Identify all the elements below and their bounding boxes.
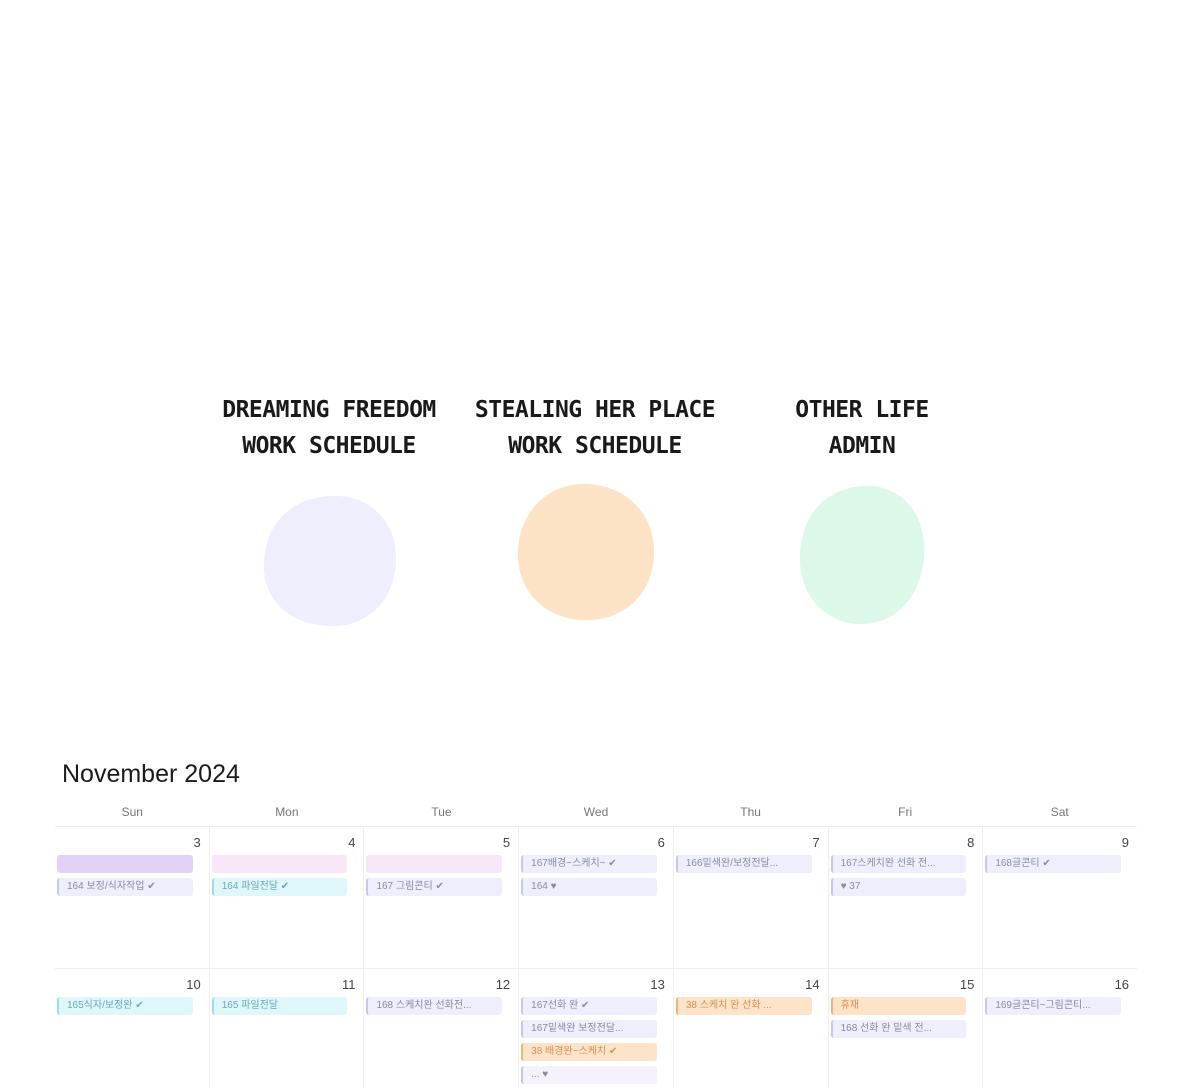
event-list: 166밑색완/보정전달...	[675, 855, 812, 878]
calendar-event[interactable]: 38 배경완~스케치 ✔	[521, 1043, 657, 1061]
legend-swatch-peach	[517, 483, 655, 621]
event-list: 164 보정/식자작업 ✔	[57, 855, 193, 901]
calendar-day-cell[interactable]: 3 164 보정/식자작업 ✔	[55, 826, 210, 968]
weekday-header: Tue	[431, 805, 452, 819]
legend-title-dreaming-freedom: DREAMING FREEDOM WORK SCHEDULE	[210, 392, 448, 464]
legend-line1: STEALING HER PLACE	[474, 397, 716, 423]
legend-line2: ADMIN	[828, 433, 896, 459]
weekday-header-row: Sun Mon Tue Wed Thu Fri Sat	[55, 798, 1137, 826]
day-number: 3	[193, 835, 201, 850]
weekday-header: Wed	[583, 805, 609, 819]
calendar-day-cell[interactable]: 15 휴재 168 선화 완 밑색 전...	[828, 968, 984, 1088]
weekday-header: Thu	[740, 805, 761, 819]
day-number: 4	[348, 835, 356, 850]
day-number: 10	[186, 977, 201, 992]
day-number: 6	[657, 835, 665, 850]
calendar-day-cell[interactable]: 9 168글콘티 ✔	[983, 826, 1138, 968]
event-list: 168글콘티 ✔	[985, 855, 1122, 878]
event-list: 167스케치완 선화 전... ♥ 37	[830, 855, 967, 901]
calendar-event[interactable]: 168 스케치완 선화전...	[366, 997, 503, 1015]
calendar-event[interactable]: 167 그림콘티 ✔	[366, 878, 503, 896]
weekday-header: Fri	[898, 805, 913, 819]
calendar-event[interactable]: 164 보정/식자작업 ✔	[57, 878, 193, 896]
calendar-month-title: November 2024	[62, 760, 240, 788]
weekday-header: Mon	[275, 805, 299, 819]
day-number: 13	[650, 977, 665, 992]
legend-title-other-life: OTHER LIFE ADMIN	[760, 392, 964, 464]
calendar-week-row: 10 165식자/보정완 ✔ 11 165 파일전달 12 168 스케치완 선화전...…	[55, 968, 1138, 1088]
calendar-event[interactable]: 164 파일전달 ✔	[211, 878, 348, 896]
calendar-event[interactable]	[211, 855, 348, 873]
event-list: 38 스케치 완 선화 ...	[675, 997, 812, 1020]
calendar-event[interactable]: 165 파일전달	[211, 997, 348, 1015]
calendar-event[interactable]: 164 ♥	[521, 878, 657, 896]
event-list: 167배경~스케치~ ✔ 164 ♥	[521, 855, 657, 901]
calendar-event[interactable]: 168글콘티 ✔	[985, 855, 1122, 873]
day-number: 7	[812, 835, 820, 850]
day-number: 12	[495, 977, 511, 992]
day-number: 9	[1121, 835, 1130, 850]
legend-line1: OTHER LIFE	[795, 397, 929, 423]
calendar-day-cell[interactable]: 10 165식자/보정완 ✔	[55, 968, 210, 1088]
calendar-event[interactable]: 168 선화 완 밑색 전...	[830, 1020, 967, 1038]
legend-swatch-lavender	[263, 495, 397, 627]
calendar-event[interactable]: 휴재	[830, 997, 967, 1015]
calendar-event[interactable]: 165식자/보정완 ✔	[57, 997, 193, 1015]
event-list: 164 파일전달 ✔	[211, 855, 348, 901]
calendar-event[interactable]	[57, 855, 193, 873]
legend-line2: WORK SCHEDULE	[508, 433, 682, 459]
event-list: 165식자/보정완 ✔	[57, 997, 193, 1020]
calendar-event[interactable]	[366, 855, 503, 873]
day-number: 5	[502, 835, 511, 850]
event-list: 168 스케치완 선화전...	[366, 997, 503, 1020]
day-number: 14	[805, 977, 820, 992]
event-list: 165 파일전달	[211, 997, 348, 1020]
legend-swatch-mint	[799, 485, 925, 625]
calendar-event[interactable]: 167선화 완 ✔	[521, 997, 657, 1015]
calendar-event[interactable]: 167스케치완 선화 전...	[830, 855, 967, 873]
calendar-day-cell[interactable]: 16 169글콘티~그림콘티...	[983, 968, 1138, 1088]
day-number: 15	[959, 977, 975, 992]
calendar-event[interactable]: ... ♥	[521, 1066, 657, 1084]
calendar-day-cell[interactable]: 6 167배경~스케치~ ✔ 164 ♥	[519, 826, 674, 968]
calendar-event[interactable]: 169글콘티~그림콘티...	[985, 997, 1122, 1015]
calendar-day-cell[interactable]: 7 166밑색완/보정전달...	[673, 826, 829, 968]
event-list: 167 그림콘티 ✔	[366, 855, 503, 901]
calendar-day-cell[interactable]: 14 38 스케치 완 선화 ...	[673, 968, 829, 1088]
calendar-event[interactable]: ♥ 37	[830, 878, 967, 896]
calendar-day-cell[interactable]: 11 165 파일전달	[209, 968, 365, 1088]
day-number: 8	[967, 835, 975, 850]
event-list: 휴재 168 선화 완 밑색 전...	[830, 997, 967, 1043]
legend-line1: DREAMING FREEDOM	[222, 397, 436, 423]
event-list: 167선화 완 ✔ 167밑색완 보정전달... 38 배경완~스케치 ✔ ... ♥	[521, 997, 657, 1089]
weekday-header: Sun	[121, 805, 143, 819]
weekday-header: Sat	[1050, 805, 1069, 819]
calendar-day-cell[interactable]: 13 167선화 완 ✔ 167밑색완 보정전달... 38 배경완~스케치 ✔...…	[519, 968, 674, 1088]
day-number: 16	[1114, 977, 1130, 992]
calendar-day-cell[interactable]: 4 164 파일전달 ✔	[209, 826, 365, 968]
calendar-grid: Sun Mon Tue Wed Thu Fri Sat 3 164 보정/식자작업…	[55, 798, 1138, 1088]
event-list: 169글콘티~그림콘티...	[985, 997, 1122, 1020]
calendar-event[interactable]: 166밑색완/보정전달...	[675, 855, 812, 873]
legend-title-stealing-her-place: STEALING HER PLACE WORK SCHEDULE	[470, 392, 720, 464]
calendar-day-cell[interactable]: 12 168 스케치완 선화전...	[364, 968, 520, 1088]
calendar-event[interactable]: 167밑색완 보정전달...	[521, 1020, 657, 1038]
calendar-event[interactable]: 167배경~스케치~ ✔	[521, 855, 657, 873]
calendar-day-cell[interactable]: 8 167스케치완 선화 전... ♥ 37	[828, 826, 984, 968]
day-number: 11	[341, 977, 356, 992]
calendar-event[interactable]: 38 스케치 완 선화 ...	[675, 997, 812, 1015]
calendar-day-cell[interactable]: 5 167 그림콘티 ✔	[364, 826, 520, 968]
calendar-week-row: 3 164 보정/식자작업 ✔ 4 164 파일전달 ✔ 5 167 그림콘티 ✔ 6 167…	[55, 826, 1138, 968]
legend-line2: WORK SCHEDULE	[242, 433, 416, 459]
